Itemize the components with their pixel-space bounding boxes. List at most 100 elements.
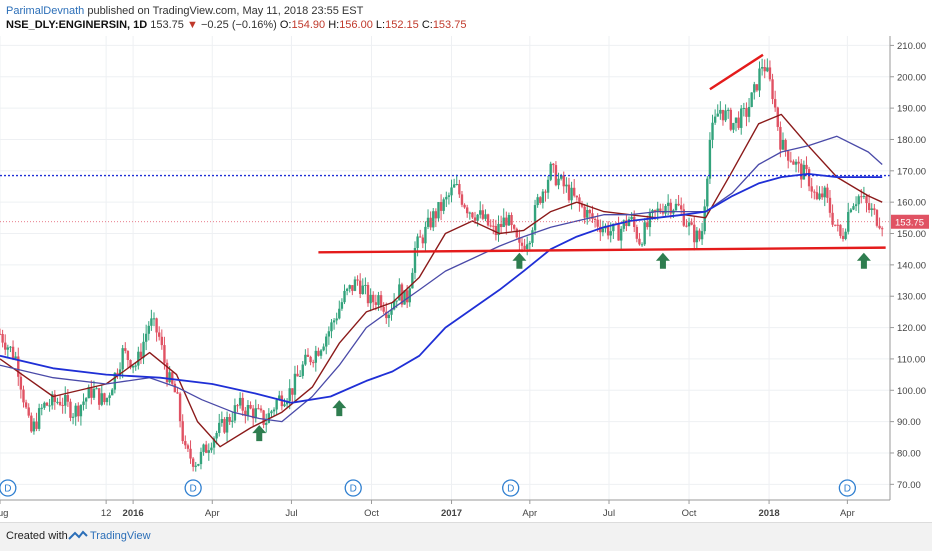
candle-body (586, 209, 589, 218)
candle-body (319, 350, 323, 356)
candle-body (711, 122, 714, 140)
candle-body (674, 203, 678, 211)
candle-body (32, 421, 36, 432)
candle-body (144, 333, 148, 342)
candle-body (787, 151, 790, 161)
chart-header: ParimalDevnath published on TradingView.… (6, 4, 466, 32)
symbol-label[interactable]: NSE_DLY:ENGINERSIN, 1D (6, 19, 148, 31)
candle-body (71, 416, 75, 418)
candle-body (442, 199, 445, 211)
last-price: 153.75 (150, 19, 184, 31)
dividend-marker-label: D (507, 484, 514, 495)
candle-body (734, 117, 738, 123)
candle-body (726, 109, 730, 111)
candle-body (22, 389, 25, 403)
created-with-text: Created with (6, 530, 68, 542)
candle-body (9, 346, 12, 348)
candle-body (862, 195, 866, 197)
candle-body (385, 311, 388, 319)
candle-body (215, 432, 218, 439)
candle-body (356, 279, 359, 281)
candle-body (518, 237, 521, 243)
candle-body (74, 405, 77, 417)
candle-body (254, 408, 257, 419)
candle-body (567, 184, 571, 201)
ema-fast-line (0, 113, 883, 448)
candle-body (700, 231, 704, 240)
price-tick-label: 140.00 (897, 260, 926, 271)
candle-body (390, 309, 393, 315)
candle-body (126, 350, 130, 360)
candle-body (627, 219, 631, 226)
candle-body (836, 224, 840, 226)
candle-body (163, 345, 166, 363)
candle-body (640, 244, 644, 246)
candle-body (565, 184, 568, 187)
candle-body (152, 318, 156, 320)
price-chart[interactable]: D D D D D 210.00 200.00 190.00 180.00 170.00 160.… (0, 0, 932, 522)
candle-body (171, 372, 174, 384)
candle-body (210, 447, 213, 451)
up-arrow-icon (332, 400, 347, 417)
candle-body (865, 195, 868, 204)
candle-body (760, 67, 764, 69)
candle-body (732, 122, 735, 130)
tradingview-logo-icon[interactable] (68, 529, 88, 543)
price-axis[interactable]: 210.00 200.00 190.00 180.00 170.00 160.00 150.… (889, 36, 929, 500)
candle-body (638, 238, 641, 245)
tradingview-link[interactable]: TradingView (90, 530, 151, 542)
dividend-marker-icon (838, 479, 857, 497)
candle-body (429, 217, 432, 228)
candle-body (721, 109, 725, 121)
candle-body (24, 402, 28, 408)
candle-body (411, 272, 414, 289)
moving-averages (0, 113, 883, 448)
candle-body (557, 178, 560, 186)
candle-body (606, 225, 610, 236)
candle-body (121, 348, 124, 370)
candle-body (358, 280, 362, 295)
candle-body (416, 236, 419, 248)
candle-body (199, 451, 203, 465)
candle-body (4, 342, 7, 350)
candle-body (471, 212, 474, 218)
candle-body (880, 228, 884, 230)
candle-body (818, 193, 821, 200)
candle-body (14, 356, 17, 359)
candle-body (815, 192, 819, 200)
candle-body (531, 230, 534, 243)
candle-body (296, 373, 299, 377)
candle-body (103, 393, 106, 403)
candle-body (609, 231, 612, 236)
candle-body (241, 397, 244, 411)
candle-body (502, 217, 505, 228)
candle-body (194, 465, 197, 467)
candle-body (27, 407, 30, 416)
author-link[interactable]: ParimalDevnath (6, 5, 85, 17)
candle-body (314, 350, 318, 363)
candle-body (293, 373, 297, 395)
candle-body (554, 165, 558, 186)
candle-body (458, 184, 461, 195)
time-tick-label: Oct (682, 508, 697, 519)
candle-body (374, 302, 378, 305)
candle-body (828, 197, 832, 213)
price-tick-label: 70.00 (897, 480, 921, 491)
candle-body (113, 372, 117, 390)
price-tick-label: 170.00 (897, 166, 926, 177)
candle-body (447, 195, 451, 197)
candle-body (212, 438, 216, 448)
candle-body (421, 237, 425, 244)
candle-body (588, 209, 592, 214)
candle-body (272, 409, 276, 412)
candle-body (860, 196, 863, 198)
candle-body (108, 395, 111, 399)
time-axis[interactable]: Aug 12 2016 Apr Jul Oct 2017 Apr Jul Oct 2018 Apr (0, 499, 890, 519)
candle-body (228, 417, 231, 422)
candle-body (729, 109, 732, 130)
candle-body (784, 139, 787, 152)
candle-body (259, 408, 263, 411)
candle-body (372, 294, 375, 303)
candle-body (646, 222, 649, 228)
candle-body (176, 392, 179, 394)
